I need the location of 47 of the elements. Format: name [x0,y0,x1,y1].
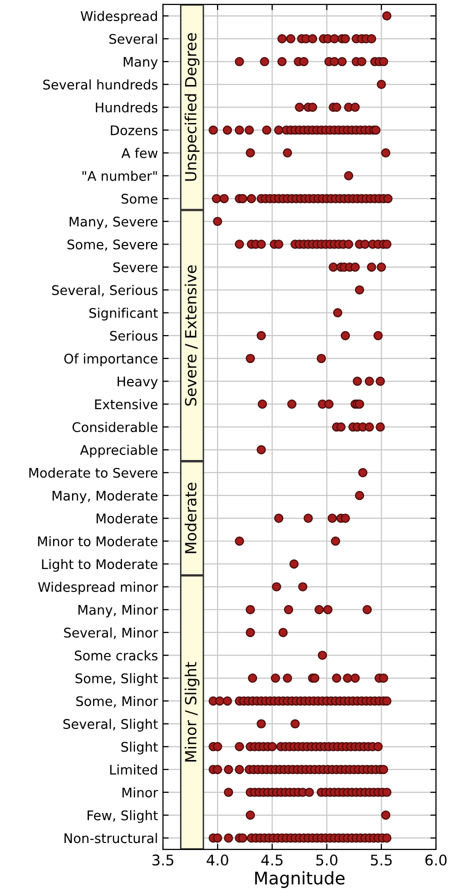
y-tick-label: Many, Severe [70,216,158,230]
x-axis-title: Magnitude [255,871,345,888]
band-label: Unspecified Degree [184,33,200,181]
x-tick-label: 4.0 [206,854,228,866]
band-label: Severe / Extensive [184,265,198,406]
y-tick-label: Several hundreds [43,79,158,90]
y-tick-label: Hundreds [96,102,158,112]
y-tick-label: Moderate [96,513,158,524]
x-tick-label: 5.5 [370,854,392,866]
y-tick-label: Severe [113,262,158,272]
x-tick-label: 4.5 [261,854,283,866]
y-tick-label: Minor [122,787,158,798]
y-tick-label: Significant [89,308,158,321]
y-tick-label: A few [121,148,158,158]
y-tick-label: Limited [110,764,157,775]
y-tick-label: Several, Serious [52,284,158,296]
x-tick-label: 6.0 [425,854,447,866]
y-tick-label: Moderate to Severe [29,468,158,478]
y-tick-label: "A number" [82,170,157,181]
x-tick-label: 5.0 [316,854,338,866]
y-tick-label: Slight [121,742,158,754]
y-tick-label: Some [122,194,158,204]
y-tick-label: Many, Moderate [52,490,158,504]
y-tick-label: Widespread [80,10,157,24]
y-tick-label: Many, Minor [78,604,158,618]
y-tick-label: Several, Slight [63,718,158,732]
y-tick-label: Several [109,34,157,44]
y-tick-label: Some, Minor [76,696,158,708]
y-tick-label: Of importance [64,353,158,366]
y-tick-label: Non-structural [64,832,157,844]
y-tick-label: Appreciable [80,444,158,458]
x-tick-label: 3.5 [152,854,174,866]
y-tick-label: Some, Severe [68,239,158,251]
y-tick-label: Light to Moderate [42,558,158,572]
y-tick-label: Widespread minor [38,582,158,595]
y-tick-label: Few, Slight [88,810,158,823]
y-tick-label: Some, Slight [76,673,158,686]
y-tick-label: Minor to Moderate [38,536,158,546]
y-tick-label: Heavy [118,376,158,390]
y-tick-label: Considerable [72,422,158,432]
band-label: Minor / Slight [184,662,200,762]
y-tick-label: Serious [110,330,158,341]
y-tick-label: Dozens [110,125,158,136]
y-tick-label: Many [124,56,158,70]
y-tick-label: Some cracks [74,650,158,661]
y-tick-label: Extensive [95,399,158,410]
y-tick-label: Several, Minor [64,627,158,640]
